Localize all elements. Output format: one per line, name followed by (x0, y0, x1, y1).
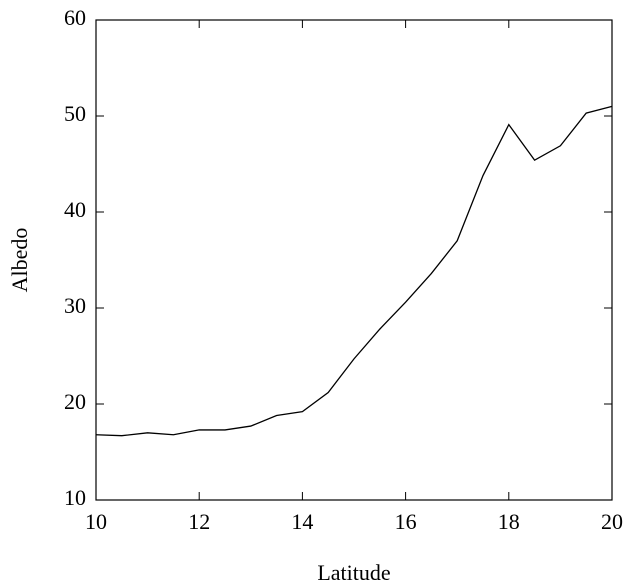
x-tick-label: 10 (85, 509, 107, 534)
x-tick-label: 20 (601, 509, 623, 534)
y-tick-label: 40 (64, 197, 86, 222)
y-tick-label: 10 (64, 485, 86, 510)
x-tick-label: 14 (291, 509, 313, 534)
x-tick-label: 12 (188, 509, 210, 534)
x-axis-label: Latitude (317, 560, 390, 585)
x-tick-label: 16 (395, 509, 417, 534)
x-tick-label: 18 (498, 509, 520, 534)
y-axis-label: Albedo (7, 228, 32, 293)
y-tick-label: 50 (64, 101, 86, 126)
line (95, 105, 613, 437)
y-tick-label: 60 (64, 5, 86, 30)
y-tick-label: 20 (64, 389, 86, 414)
plot-frame (95, 19, 613, 501)
y-tick-label: 30 (64, 293, 86, 318)
